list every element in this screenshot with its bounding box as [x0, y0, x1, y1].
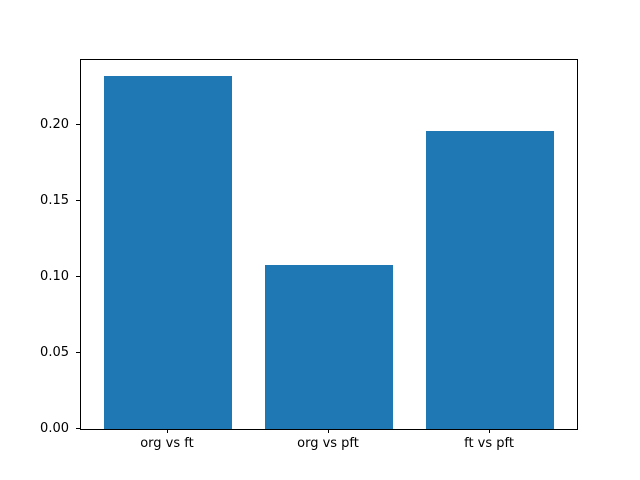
y-tick-label: 0.20: [40, 116, 69, 132]
y-tick-label: 0.15: [40, 192, 69, 208]
y-tick-label: 0.10: [40, 268, 69, 284]
plot-area: [80, 59, 578, 430]
x-tick-label: org vs pft: [297, 436, 359, 451]
y-tick-mark: [76, 123, 80, 125]
y-tick-mark: [76, 428, 80, 429]
x-tick-mark: [328, 429, 329, 433]
y-tick-label: 0.05: [40, 344, 69, 360]
x-tick-label: ft vs pft: [464, 436, 514, 451]
y-tick-mark: [76, 199, 80, 201]
y-tick-label: 0.00: [40, 421, 69, 436]
x-tick-label: org vs ft: [140, 436, 194, 451]
y-tick-mark: [76, 351, 80, 353]
bar-org-vs-pft: [264, 264, 394, 429]
x-tick-mark: [489, 429, 491, 433]
y-tick-mark: [76, 275, 80, 277]
x-tick-mark: [166, 429, 168, 433]
bar-org-vs-ft: [103, 75, 233, 429]
bar-ft-vs-pft: [425, 130, 555, 429]
